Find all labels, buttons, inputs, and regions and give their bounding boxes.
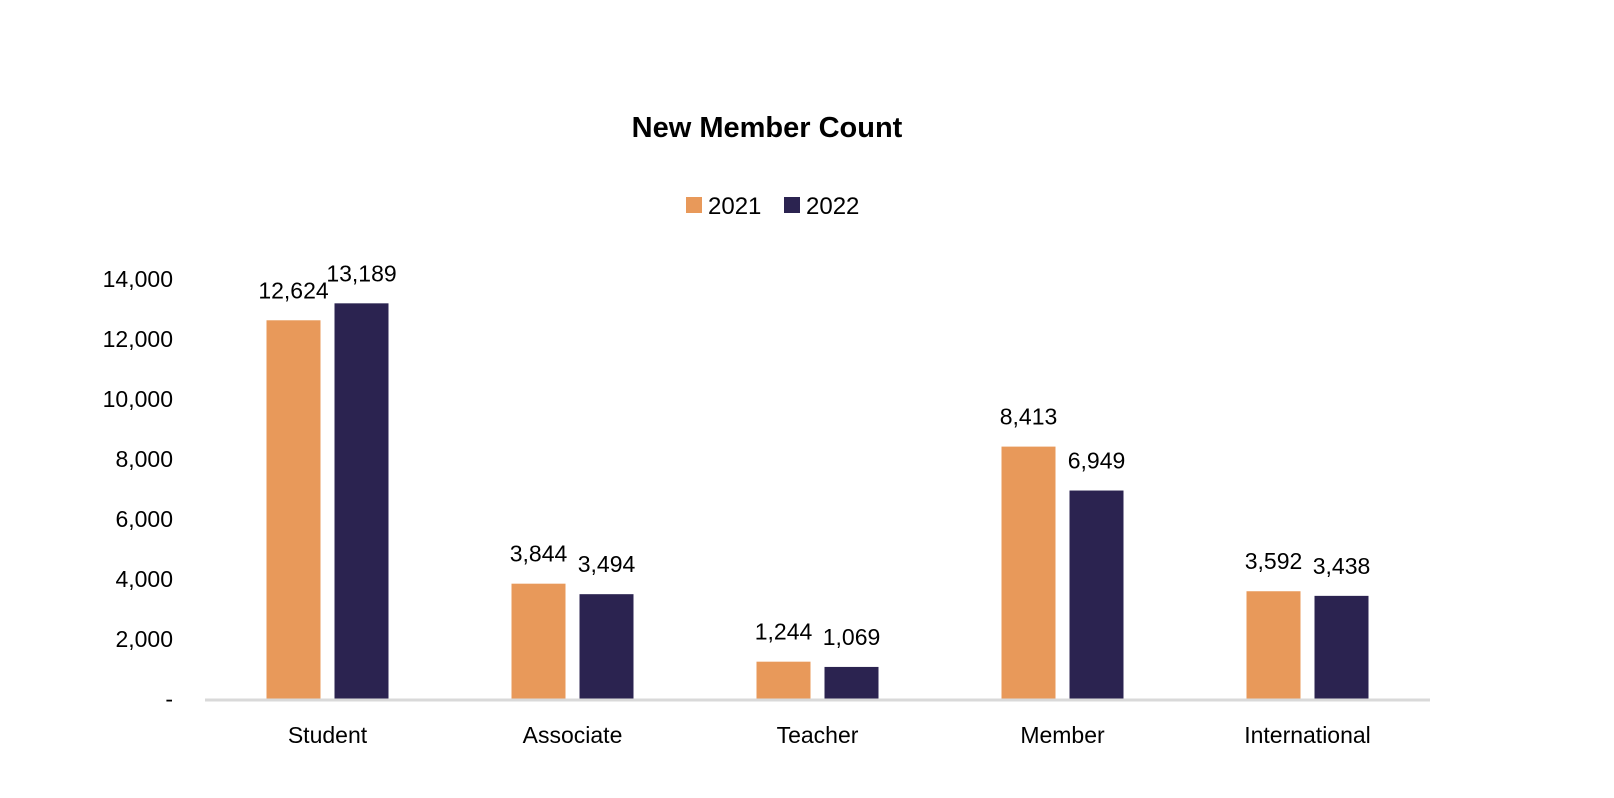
y-tick-label: 8,000 — [115, 446, 173, 472]
data-label: 12,624 — [258, 277, 329, 303]
y-tick-label: 12,000 — [103, 326, 173, 352]
data-label: 13,189 — [326, 260, 396, 286]
legend-label: 2022 — [806, 193, 859, 220]
data-label: 3,592 — [1245, 548, 1303, 574]
bar-2021-associate — [511, 583, 566, 699]
y-tick-label: 2,000 — [115, 626, 173, 652]
x-category-label: International — [1244, 722, 1371, 748]
bar-2022-student — [334, 303, 389, 699]
legend-label: 2021 — [708, 193, 761, 220]
data-label: 1,244 — [755, 619, 813, 645]
chart-title: New Member Count — [632, 112, 903, 144]
x-category-label: Teacher — [777, 722, 859, 748]
bar-2021-student — [266, 320, 321, 699]
y-axis: - 2,000 4,000 6,000 8,000 10,000 12,000 14,000 — [103, 266, 173, 712]
y-tick-label: 10,000 — [103, 386, 173, 412]
bar-2021-member — [1001, 446, 1056, 699]
x-axis: Student Associate Teacher Member Internation… — [205, 698, 1430, 748]
y-tick-label: - — [165, 686, 173, 712]
data-label: 6,949 — [1068, 448, 1126, 474]
x-category-label: Student — [288, 722, 368, 748]
bar-2021-international — [1246, 591, 1301, 699]
bar-2022-associate — [579, 594, 634, 699]
y-tick-label: 4,000 — [115, 566, 173, 592]
legend-swatch-2021 — [686, 197, 702, 213]
y-tick-label: 14,000 — [103, 266, 173, 292]
data-label: 3,438 — [1313, 553, 1371, 579]
data-label: 3,494 — [578, 551, 636, 577]
bar-2022-teacher — [824, 666, 879, 699]
x-category-label: Member — [1020, 722, 1105, 748]
data-label: 3,844 — [510, 541, 568, 567]
data-label: 8,413 — [1000, 404, 1058, 430]
legend: 2021 2022 — [686, 193, 859, 220]
bars — [266, 303, 1369, 699]
legend-swatch-2022 — [784, 197, 800, 213]
data-labels: 12,624 3,844 1,244 8,413 3,592 13,189 3,494 1,0… — [258, 260, 1370, 650]
bar-2022-member — [1069, 490, 1124, 699]
y-tick-label: 6,000 — [115, 506, 173, 532]
bar-2022-international — [1314, 595, 1369, 699]
bar-2021-teacher — [756, 661, 811, 699]
x-category-label: Associate — [523, 722, 623, 748]
data-label: 1,069 — [823, 624, 881, 650]
